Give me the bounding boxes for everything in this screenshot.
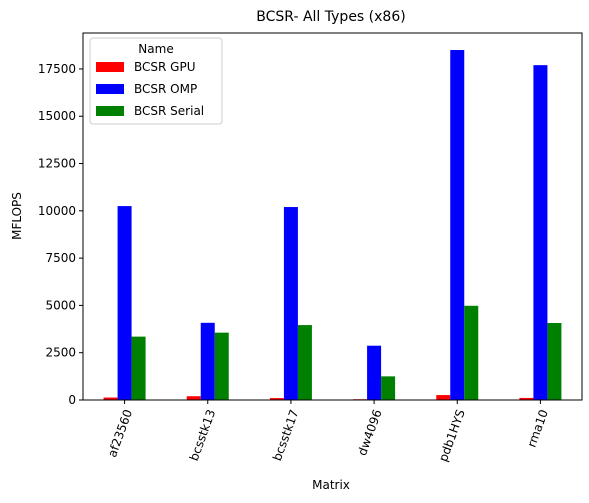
- y-tick-label: 17500: [38, 62, 76, 76]
- plot-frame: [82, 32, 583, 401]
- legend-swatch: [96, 84, 124, 94]
- legend-box: [89, 37, 223, 125]
- y-axis: 0 2500 5000 7500 10000 12500 15000 17500: [38, 62, 83, 407]
- legend-entry: BCSR Serial: [134, 104, 204, 118]
- bar-bcsr-serial-bcsstk13: [214, 332, 229, 400]
- y-tick-label: 7500: [45, 251, 76, 265]
- y-tick-label: 0: [68, 393, 76, 407]
- bar-bcsr-serial-dw4096: [381, 376, 396, 400]
- y-tick-label: 10000: [38, 204, 76, 218]
- y-tick-label: 5000: [45, 298, 76, 312]
- x-tick-label: dw4096: [355, 408, 385, 458]
- x-tick-label: rma10: [524, 408, 551, 449]
- chart-title: BCSR- All Types (x86): [256, 9, 405, 25]
- bar-bcsr-gpu-pdb1HYS: [436, 395, 451, 400]
- bar-bcsr-serial-af23560: [131, 336, 146, 400]
- bar-bcsr-omp-pdb1HYS: [450, 50, 465, 401]
- x-axis: af23560 bcsstk13 bcsstk17 dw4096 pdb1HYS rma1…: [105, 400, 551, 464]
- bar-bcsr-omp-rma10: [533, 65, 548, 400]
- bars-group: [103, 50, 562, 401]
- bar-bcsr-gpu-rma10: [519, 397, 534, 400]
- bar-bcsr-omp-bcsstk17: [283, 207, 298, 400]
- bar-bcsr-gpu-bcsstk17: [269, 398, 284, 400]
- legend-swatch: [96, 62, 124, 72]
- bar-bcsr-serial-rma10: [547, 323, 562, 400]
- bar-bcsr-omp-bcsstk13: [200, 322, 215, 400]
- bar-bcsr-gpu-af23560: [103, 397, 118, 400]
- x-axis-label: Matrix: [312, 478, 350, 492]
- y-tick-label: 12500: [38, 157, 76, 171]
- legend-title: Name: [138, 42, 173, 56]
- legend-swatch: [96, 106, 124, 116]
- bar-bcsr-omp-af23560: [117, 206, 132, 400]
- x-tick-label: pdb1HYS: [436, 408, 468, 464]
- x-tick-label: bcsstk13: [187, 408, 219, 463]
- legend-entry: BCSR OMP: [134, 82, 197, 96]
- y-tick-label: 2500: [45, 346, 76, 360]
- bar-bcsr-serial-pdb1HYS: [464, 305, 479, 400]
- legend-entry: BCSR GPU: [134, 60, 196, 74]
- x-tick-label: af23560: [105, 408, 135, 460]
- legend: Name BCSR GPU BCSR OMP BCSR Serial: [89, 37, 223, 125]
- x-tick-label: bcsstk17: [270, 408, 302, 463]
- y-axis-label: MFLOPS: [10, 192, 24, 240]
- bar-bcsr-gpu-bcsstk13: [186, 396, 201, 400]
- y-tick-label: 15000: [38, 109, 76, 123]
- bar-bcsr-serial-bcsstk17: [297, 325, 312, 400]
- bar-bcsr-omp-dw4096: [367, 345, 382, 400]
